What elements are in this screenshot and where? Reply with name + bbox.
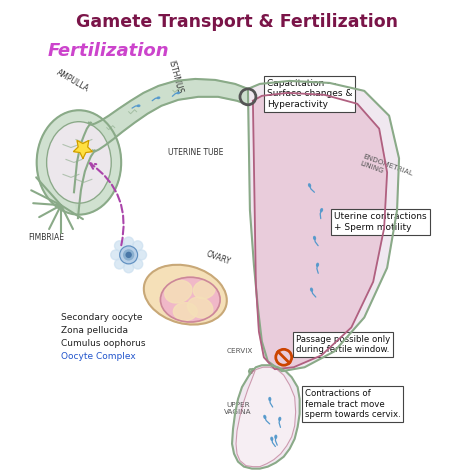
- Ellipse shape: [177, 92, 180, 93]
- Ellipse shape: [309, 184, 310, 187]
- Ellipse shape: [275, 435, 277, 438]
- Polygon shape: [253, 93, 387, 369]
- Text: CERVIX: CERVIX: [227, 348, 253, 355]
- Ellipse shape: [271, 438, 273, 440]
- Circle shape: [111, 250, 121, 260]
- Ellipse shape: [279, 418, 281, 420]
- Text: Fertilization: Fertilization: [48, 42, 170, 60]
- Polygon shape: [232, 365, 300, 469]
- Circle shape: [115, 241, 125, 251]
- Text: UTERINE TUBE: UTERINE TUBE: [167, 148, 223, 157]
- Ellipse shape: [320, 209, 322, 211]
- Polygon shape: [248, 81, 399, 371]
- Circle shape: [133, 241, 143, 251]
- Text: ISTHMUS: ISTHMUS: [166, 59, 184, 95]
- Text: Cumulus oophorus: Cumulus oophorus: [61, 339, 146, 348]
- Circle shape: [124, 237, 134, 247]
- Text: Contractions of
female tract move
sperm towards cervix.: Contractions of female tract move sperm …: [305, 389, 401, 419]
- Ellipse shape: [161, 277, 220, 322]
- Text: Zona pellucida: Zona pellucida: [61, 326, 128, 335]
- Ellipse shape: [317, 264, 319, 266]
- Ellipse shape: [173, 302, 197, 320]
- Polygon shape: [74, 123, 95, 218]
- Text: Passage possible only
during fertile window.: Passage possible only during fertile win…: [296, 335, 390, 354]
- Text: OVARY: OVARY: [205, 249, 231, 266]
- Ellipse shape: [193, 281, 215, 299]
- Circle shape: [124, 263, 134, 273]
- Circle shape: [133, 259, 143, 269]
- Text: Gamete Transport & Fertilization: Gamete Transport & Fertilization: [76, 13, 398, 31]
- Polygon shape: [89, 79, 248, 152]
- Ellipse shape: [269, 398, 271, 401]
- Ellipse shape: [310, 288, 312, 291]
- Circle shape: [124, 250, 134, 260]
- Text: ENDOMETRIAL
LINING: ENDOMETRIAL LINING: [359, 153, 413, 183]
- Circle shape: [115, 259, 125, 269]
- Text: AMPULLA: AMPULLA: [55, 68, 91, 94]
- Polygon shape: [73, 140, 92, 158]
- Ellipse shape: [157, 97, 160, 99]
- Ellipse shape: [264, 416, 266, 419]
- Ellipse shape: [188, 297, 213, 318]
- Ellipse shape: [165, 280, 192, 303]
- Text: UPPER
VAGINA: UPPER VAGINA: [224, 402, 252, 416]
- Ellipse shape: [144, 265, 227, 325]
- Ellipse shape: [314, 237, 315, 239]
- Circle shape: [120, 246, 137, 264]
- Text: Capacitation —
Surface changes &
Hyperactivity: Capacitation — Surface changes & Hyperac…: [267, 79, 352, 109]
- Text: Oocyte Complex: Oocyte Complex: [61, 352, 136, 361]
- Ellipse shape: [137, 105, 140, 107]
- Ellipse shape: [46, 122, 111, 203]
- Polygon shape: [236, 367, 296, 466]
- Text: Uterine contractions
+ Sperm motility: Uterine contractions + Sperm motility: [335, 212, 427, 232]
- Text: Corpus
luteum: Corpus luteum: [176, 289, 220, 310]
- Text: Secondary oocyte: Secondary oocyte: [61, 313, 143, 322]
- Ellipse shape: [36, 110, 121, 215]
- Circle shape: [137, 250, 146, 260]
- Circle shape: [126, 253, 131, 257]
- Text: FIMBRIAE: FIMBRIAE: [28, 234, 64, 243]
